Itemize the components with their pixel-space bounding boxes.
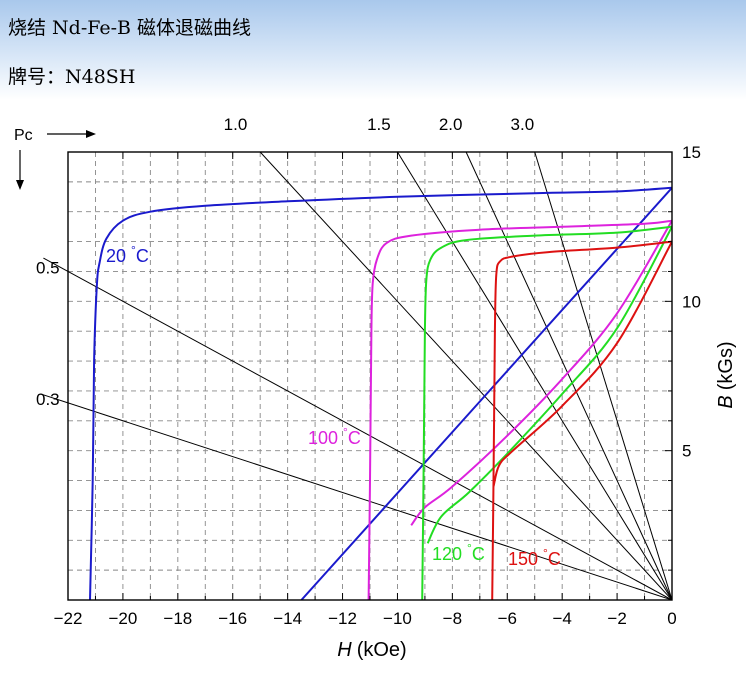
demag-curve-20c	[89, 186, 672, 600]
y-axis-title: B (kGs)	[715, 341, 737, 408]
induction-curve-150c	[492, 241, 672, 487]
load-line-pc-1	[259, 152, 672, 600]
x-tick-label: −18	[163, 609, 192, 628]
demag-curve-120c	[421, 225, 672, 600]
load-line-ext-pc-0.3	[41, 393, 69, 404]
demag-curve-150c	[491, 240, 672, 600]
x-tick-label: −20	[108, 609, 137, 628]
series-label-20c: 20 °C	[106, 243, 149, 266]
x-tick-label: −2	[607, 609, 626, 628]
axes	[67, 152, 673, 600]
pc-tick-label: 0.3	[36, 390, 60, 409]
curves	[89, 186, 672, 600]
y-axis-var: B	[715, 395, 737, 408]
series-label-100c: 100 °C	[308, 425, 361, 448]
x-tick-label: −16	[218, 609, 247, 628]
load-line-pc-2	[465, 152, 672, 600]
series-label-120c: 120 °C	[432, 541, 485, 564]
demag-curve-100c	[367, 219, 672, 600]
y-axis-unit: (kGs)	[715, 341, 737, 390]
pc-arrow-right-head	[86, 130, 96, 138]
load-line-label: 1.0	[224, 115, 248, 134]
load-line-label: 1.5	[367, 115, 391, 134]
x-axis-title: H (kOe)	[337, 639, 406, 661]
load-line-pc-3	[534, 152, 672, 600]
pc-tick-label: 0.5	[36, 258, 60, 277]
x-tick-label: −14	[273, 609, 302, 628]
x-axis-var: H	[337, 639, 352, 661]
x-tick-label: −4	[552, 609, 571, 628]
pc-label: Pc	[14, 127, 33, 144]
y-tick-label: 15	[682, 143, 701, 162]
pc-arrow-down-head	[16, 180, 24, 190]
load-line-pc-1.5	[397, 152, 672, 600]
x-tick-label: −10	[383, 609, 412, 628]
load-line-label: 3.0	[511, 115, 535, 134]
x-axis-unit: (kOe)	[357, 639, 407, 661]
induction-curve-120c	[426, 226, 672, 544]
x-tick-label: −22	[54, 609, 83, 628]
y-tick-label: 10	[682, 292, 701, 311]
load-line-label: 2.0	[439, 115, 463, 134]
load-line-ext-pc-0.5	[43, 257, 69, 272]
x-tick-label: 0	[667, 609, 676, 628]
x-tick-label: −8	[443, 609, 462, 628]
x-tick-label: −6	[498, 609, 517, 628]
x-tick-label: −12	[328, 609, 357, 628]
induction-curve-100c	[410, 220, 672, 526]
series-label-150c: 150 °C	[508, 546, 561, 569]
grade-label: 牌号：N48SH	[8, 66, 136, 88]
y-tick-label: 5	[682, 442, 691, 461]
header-banner: 烧结 Nd-Fe-B 磁体退磁曲线 牌号：N48SH	[0, 0, 746, 100]
induction-curve-20c	[300, 187, 672, 600]
chart-title: 烧结 Nd-Fe-B 磁体退磁曲线	[8, 17, 252, 39]
